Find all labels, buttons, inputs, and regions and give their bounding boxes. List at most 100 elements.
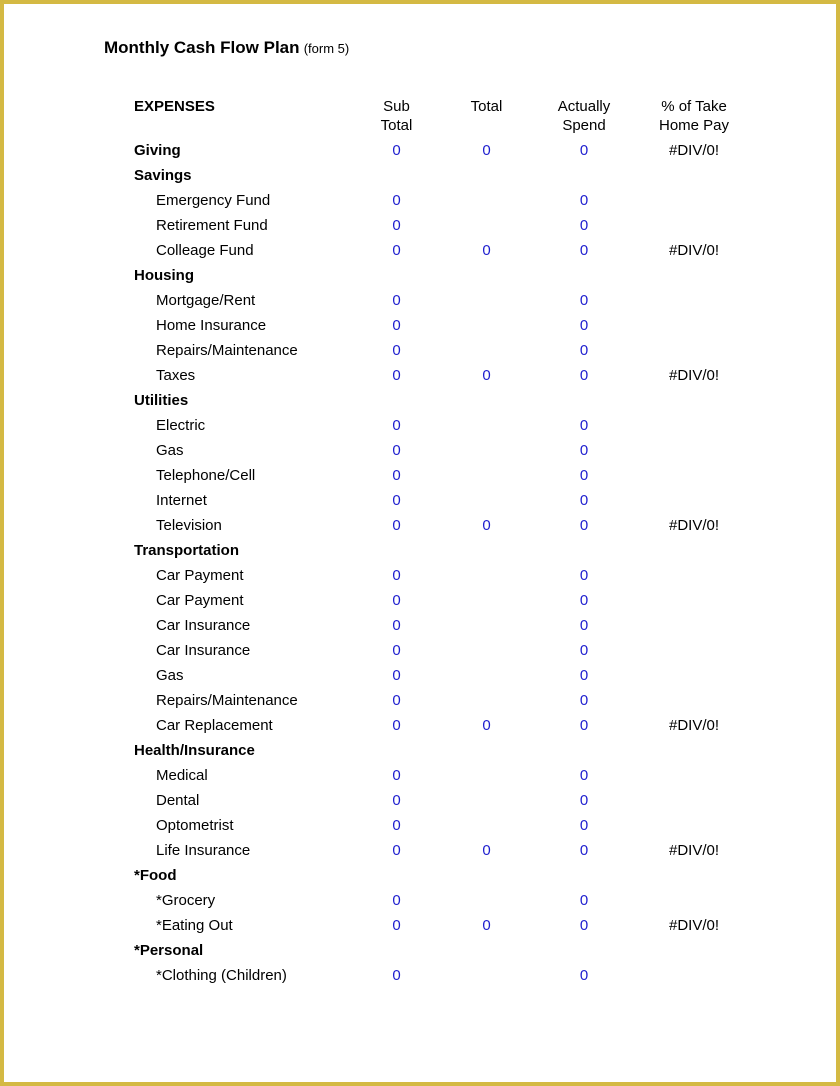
spend-value: 0 — [534, 213, 634, 238]
item-label: Gas — [134, 663, 354, 688]
total-value — [439, 188, 534, 213]
subtotal-value — [354, 863, 439, 888]
pct-value — [634, 213, 754, 238]
pct-value — [634, 888, 754, 913]
subtotal-value: 0 — [354, 763, 439, 788]
item-label: Internet — [134, 488, 354, 513]
subtotal-value: 0 — [354, 788, 439, 813]
pct-value: #DIV/0! — [634, 138, 754, 163]
spend-value: 0 — [534, 338, 634, 363]
item-label: Car Payment — [134, 588, 354, 613]
subtotal-value: 0 — [354, 813, 439, 838]
subtotal-value: 0 — [354, 213, 439, 238]
total-value — [439, 413, 534, 438]
item-label: Optometrist — [134, 813, 354, 838]
spend-value: 0 — [534, 138, 634, 163]
total-value: 0 — [439, 238, 534, 263]
subtotal-value — [354, 163, 439, 188]
pct-value — [634, 688, 754, 713]
total-value — [439, 688, 534, 713]
pct-value — [634, 613, 754, 638]
category-label: Health/Insurance — [134, 738, 354, 763]
subtotal-value: 0 — [354, 188, 439, 213]
subtotal-value: 0 — [354, 888, 439, 913]
spend-value: 0 — [534, 238, 634, 263]
pct-value — [634, 188, 754, 213]
title-main: Monthly Cash Flow Plan — [104, 38, 300, 57]
total-value — [439, 463, 534, 488]
pct-value — [634, 438, 754, 463]
total-value — [439, 938, 534, 963]
page-title: Monthly Cash Flow Plan (form 5) — [104, 38, 776, 58]
total-value: 0 — [439, 138, 534, 163]
subtotal-value: 0 — [354, 413, 439, 438]
pct-value — [634, 163, 754, 188]
total-value — [439, 263, 534, 288]
pct-value — [634, 563, 754, 588]
total-value — [439, 813, 534, 838]
subtotal-value: 0 — [354, 713, 439, 738]
pct-value: #DIV/0! — [634, 513, 754, 538]
total-value — [439, 763, 534, 788]
spend-value: 0 — [534, 413, 634, 438]
spend-value: 0 — [534, 838, 634, 863]
subtotal-value: 0 — [354, 338, 439, 363]
total-value — [439, 338, 534, 363]
total-value — [439, 288, 534, 313]
item-label: Colleage Fund — [134, 238, 354, 263]
total-value — [439, 588, 534, 613]
subtotal-value — [354, 938, 439, 963]
subtotal-value: 0 — [354, 313, 439, 338]
spend-value — [534, 263, 634, 288]
spend-value: 0 — [534, 813, 634, 838]
total-value — [439, 488, 534, 513]
spend-value: 0 — [534, 963, 634, 988]
pct-value — [634, 588, 754, 613]
total-value — [439, 438, 534, 463]
spend-value: 0 — [534, 713, 634, 738]
category-label: Transportation — [134, 538, 354, 563]
subtotal-value: 0 — [354, 588, 439, 613]
spend-value: 0 — [534, 313, 634, 338]
item-label: Retirement Fund — [134, 213, 354, 238]
category-label: *Personal — [134, 938, 354, 963]
pct-value — [634, 488, 754, 513]
pct-value — [634, 813, 754, 838]
category-label: *Food — [134, 863, 354, 888]
total-value — [439, 638, 534, 663]
total-value — [439, 313, 534, 338]
subtotal-value: 0 — [354, 138, 439, 163]
category-label: Utilities — [134, 388, 354, 413]
pct-value: #DIV/0! — [634, 838, 754, 863]
spend-value: 0 — [534, 513, 634, 538]
spend-value: 0 — [534, 613, 634, 638]
subtotal-value: 0 — [354, 513, 439, 538]
spend-value — [534, 738, 634, 763]
spend-value: 0 — [534, 913, 634, 938]
subtotal-value: 0 — [354, 438, 439, 463]
pct-value: #DIV/0! — [634, 238, 754, 263]
subtotal-value: 0 — [354, 663, 439, 688]
pct-value — [634, 663, 754, 688]
total-value — [439, 963, 534, 988]
pct-value: #DIV/0! — [634, 913, 754, 938]
subtotal-value — [354, 388, 439, 413]
spend-value: 0 — [534, 363, 634, 388]
pct-value — [634, 338, 754, 363]
spend-value: 0 — [534, 688, 634, 713]
total-value — [439, 663, 534, 688]
spend-value — [534, 863, 634, 888]
subtotal-value: 0 — [354, 463, 439, 488]
subtotal-value: 0 — [354, 688, 439, 713]
item-label: Repairs/Maintenance — [134, 338, 354, 363]
total-value — [439, 863, 534, 888]
spend-value: 0 — [534, 438, 634, 463]
spend-value: 0 — [534, 463, 634, 488]
item-label: *Grocery — [134, 888, 354, 913]
subtotal-value — [354, 738, 439, 763]
item-label: Car Payment — [134, 563, 354, 588]
pct-value — [634, 963, 754, 988]
subtotal-value: 0 — [354, 288, 439, 313]
col-actually-spend: Actually Spend — [534, 98, 634, 138]
title-sub: (form 5) — [304, 41, 350, 56]
